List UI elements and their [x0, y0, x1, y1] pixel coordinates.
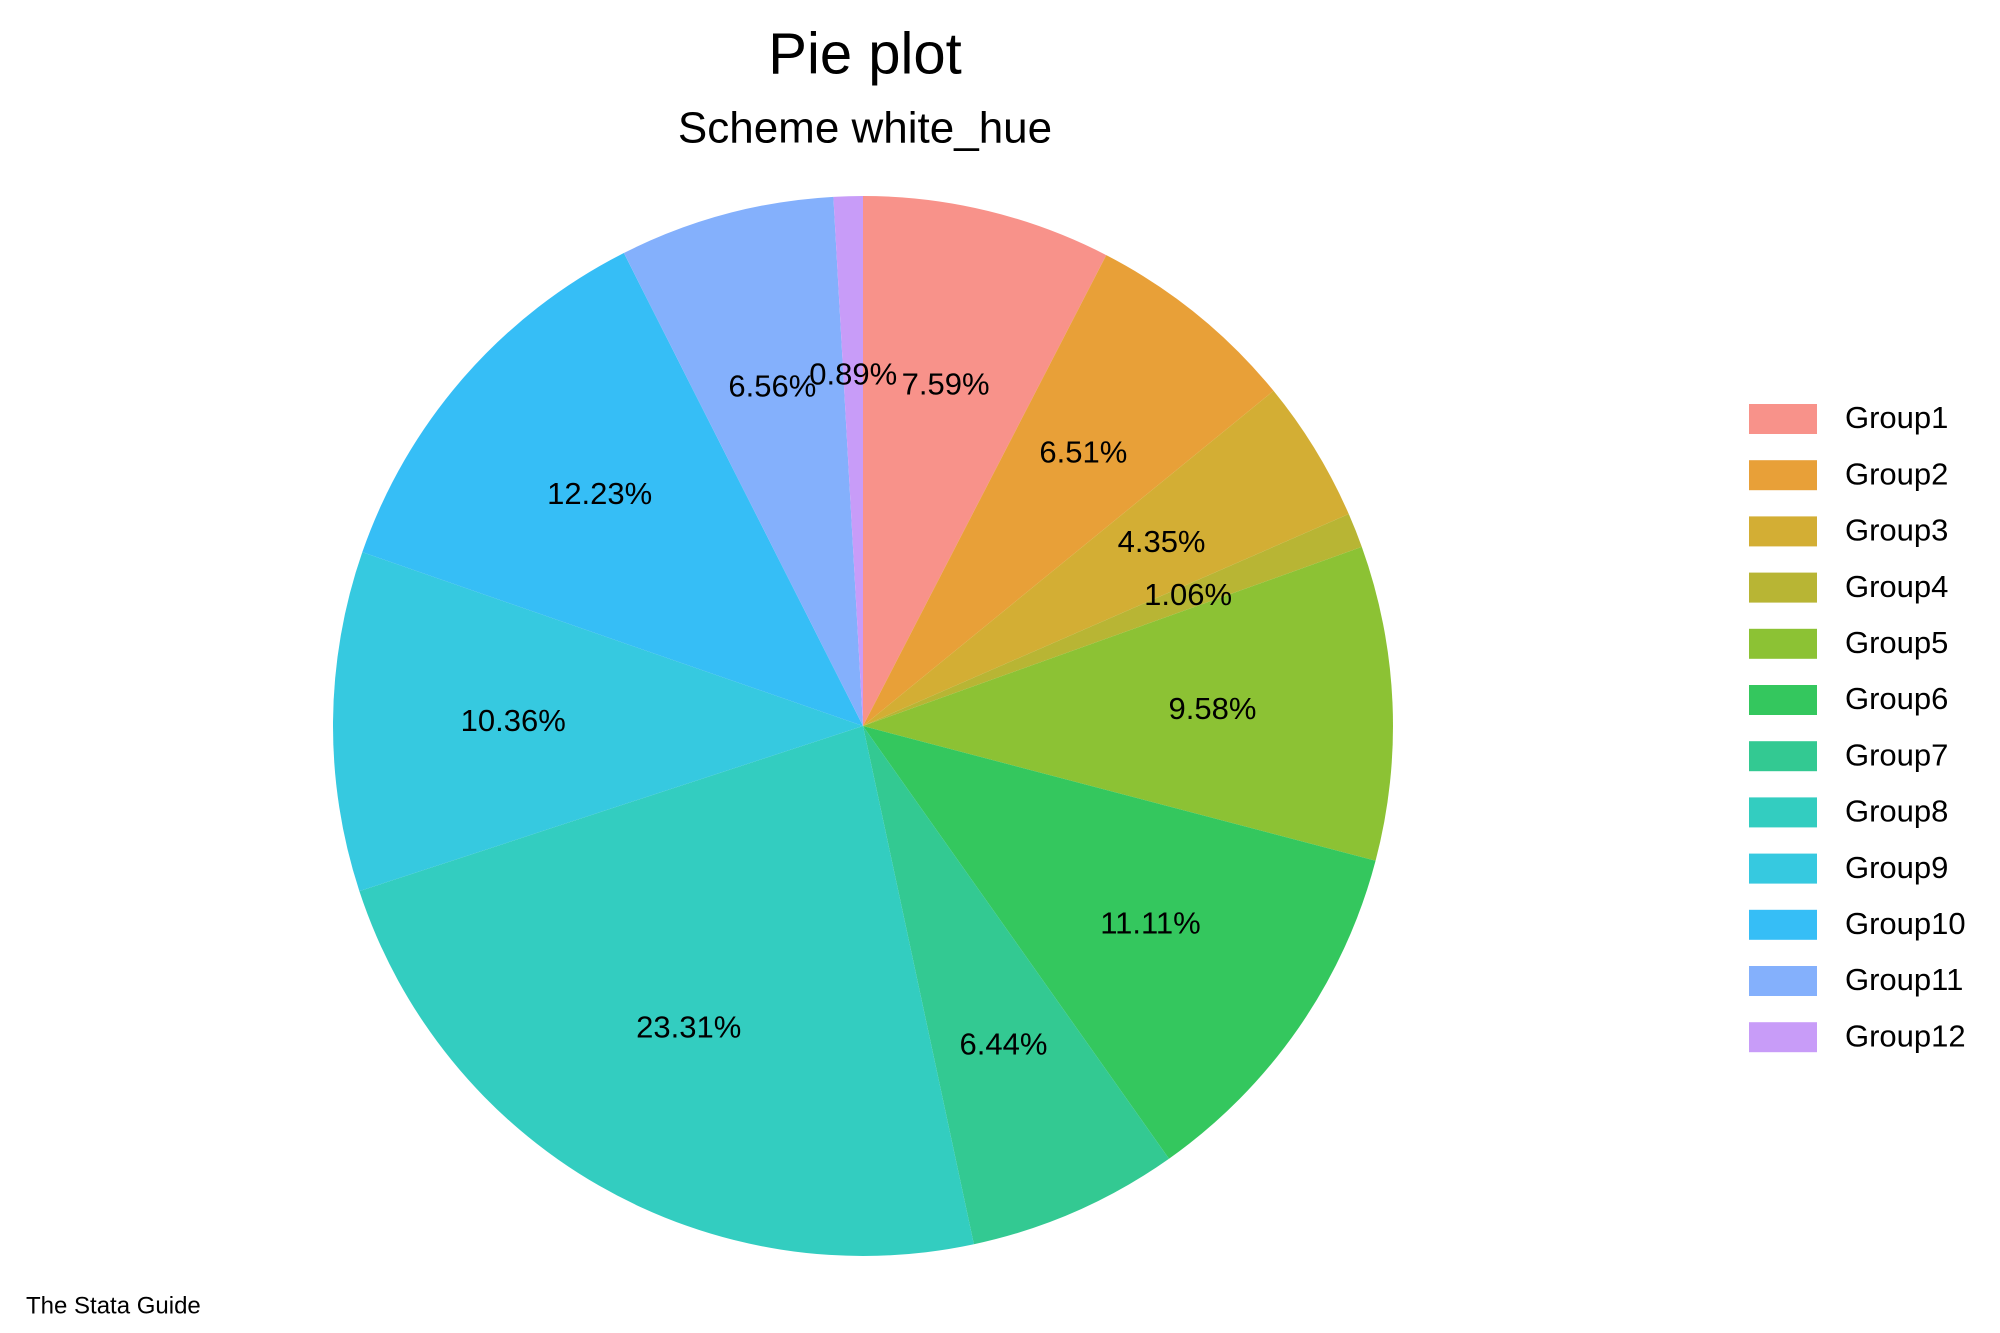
legend-label: Group6: [1845, 681, 1948, 716]
legend-swatch: [1749, 572, 1817, 603]
data-label: 4.35%: [1118, 524, 1206, 559]
legend-swatch: [1749, 966, 1817, 996]
legend-swatch: [1749, 853, 1817, 884]
pie-slice: [333, 552, 863, 892]
legend-label: Group4: [1845, 569, 1948, 604]
pie-slice: [863, 390, 1349, 726]
data-label: 12.23%: [547, 476, 652, 511]
pie-slice: [362, 253, 863, 726]
pie-slice: [359, 726, 974, 1256]
pie-slice: [863, 726, 1376, 1159]
legend-swatch: [1749, 516, 1817, 547]
legend-label: Group5: [1845, 625, 1948, 660]
legend-label: Group1: [1845, 400, 1948, 435]
data-label: 6.44%: [959, 1027, 1047, 1062]
data-label: 11.11%: [1100, 905, 1201, 940]
legend-swatch: [1749, 1022, 1817, 1053]
legend-label: Group8: [1845, 794, 1948, 829]
chart-subtitle: Scheme white_hue: [678, 104, 1052, 153]
legend-swatch: [1749, 741, 1817, 772]
legend-label: Group3: [1845, 513, 1948, 548]
pie-slice: [863, 255, 1274, 726]
legend-label: Group10: [1845, 906, 1966, 941]
legend-swatch: [1749, 404, 1817, 434]
data-label: 0.89%: [809, 357, 897, 392]
legend-swatch: [1749, 685, 1817, 715]
legend-swatch: [1749, 797, 1817, 828]
chart-title: Pie plot: [768, 21, 961, 86]
data-label: 6.51%: [1039, 435, 1127, 470]
data-label: 23.31%: [636, 1009, 741, 1044]
legend-swatch: [1749, 460, 1817, 491]
pie-slice: [863, 546, 1393, 861]
legend-label: Group12: [1845, 1018, 1966, 1053]
data-label: 6.56%: [728, 368, 816, 403]
data-label: 10.36%: [461, 703, 566, 738]
data-label: 9.58%: [1169, 691, 1257, 726]
legend-swatch: [1749, 909, 1817, 940]
caption: The Stata Guide: [26, 1292, 201, 1319]
legend-label: Group2: [1845, 456, 1948, 491]
data-label: 7.59%: [902, 366, 990, 401]
pie-slice: [863, 726, 1170, 1245]
pie-slice: [833, 196, 863, 726]
legend-label: Group7: [1845, 737, 1948, 772]
legend-swatch: [1749, 628, 1817, 659]
pie-slice: [623, 196, 863, 727]
pie-slice: [863, 196, 1107, 726]
data-label: 1.06%: [1144, 577, 1232, 612]
pie-slice: [863, 514, 1362, 726]
legend-label: Group9: [1845, 850, 1948, 885]
legend-label: Group11: [1845, 962, 1963, 997]
